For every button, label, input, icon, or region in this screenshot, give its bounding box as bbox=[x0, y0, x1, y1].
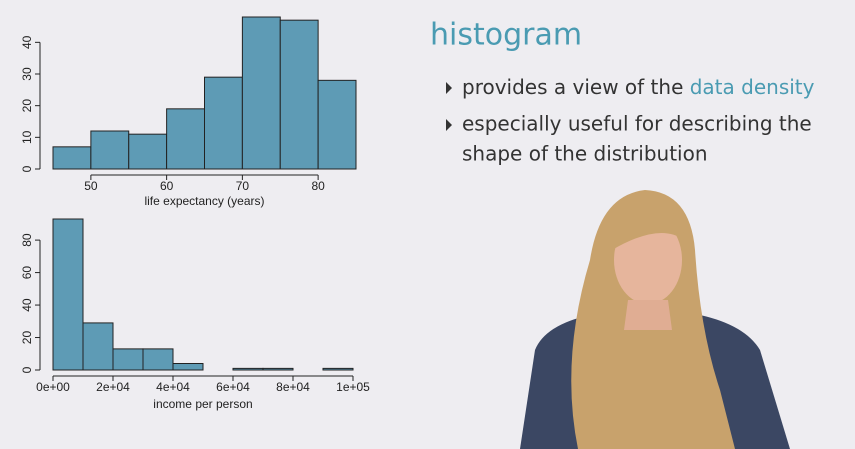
x-tick-label: 4e+04 bbox=[156, 380, 190, 394]
y-tick-label: 40 bbox=[20, 298, 34, 312]
y-tick-label: 20 bbox=[20, 99, 34, 113]
bar bbox=[262, 367, 294, 371]
y-tick-label: 80 bbox=[20, 233, 34, 247]
x-tick-label: 1e+05 bbox=[336, 380, 370, 394]
y-tick-label: 10 bbox=[20, 130, 34, 144]
bullet-text: especially useful for describing the bbox=[462, 112, 812, 136]
bar bbox=[166, 108, 205, 170]
x-tick-label: 60 bbox=[160, 179, 174, 193]
bar bbox=[52, 218, 84, 371]
bullet-text: provides a view of the data density bbox=[462, 75, 815, 99]
y-tick-label: 40 bbox=[20, 35, 34, 49]
bullet-icon bbox=[446, 119, 452, 131]
x-tick-label: 8e+04 bbox=[276, 380, 310, 394]
x-tick-label: 2e+04 bbox=[96, 380, 130, 394]
bar bbox=[232, 367, 264, 371]
x-tick-label: 50 bbox=[84, 179, 98, 193]
y-tick-label: 60 bbox=[20, 266, 34, 280]
bar bbox=[172, 363, 204, 371]
bar bbox=[142, 348, 174, 371]
x-tick-label: 80 bbox=[311, 179, 325, 193]
bar bbox=[90, 130, 130, 170]
bar bbox=[241, 16, 281, 170]
x-tick-label: 70 bbox=[236, 179, 250, 193]
y-tick-label: 0 bbox=[20, 366, 34, 373]
bullet-icon bbox=[446, 82, 452, 94]
y-tick-label: 20 bbox=[20, 331, 34, 345]
bullet-text: provides a view of the bbox=[462, 75, 690, 99]
y-tick-label: 30 bbox=[20, 67, 34, 81]
x-axis-label: income per person bbox=[153, 397, 252, 411]
bar bbox=[317, 79, 357, 170]
bar bbox=[322, 367, 354, 371]
x-axis-label: life expectancy (years) bbox=[144, 194, 264, 208]
bullet-text: shape of the distribution bbox=[462, 142, 708, 166]
bar bbox=[204, 76, 243, 170]
x-tick-label: 6e+04 bbox=[216, 380, 250, 394]
bar bbox=[52, 146, 92, 170]
bullet-highlight: data density bbox=[690, 75, 815, 99]
bar bbox=[112, 348, 144, 371]
bar bbox=[128, 133, 168, 170]
y-tick-label: 0 bbox=[20, 165, 34, 172]
presenter bbox=[520, 190, 790, 449]
x-tick-label: 0e+00 bbox=[36, 380, 70, 394]
slide-title: histogram bbox=[430, 18, 582, 53]
bar bbox=[279, 19, 319, 170]
bar bbox=[82, 322, 114, 371]
